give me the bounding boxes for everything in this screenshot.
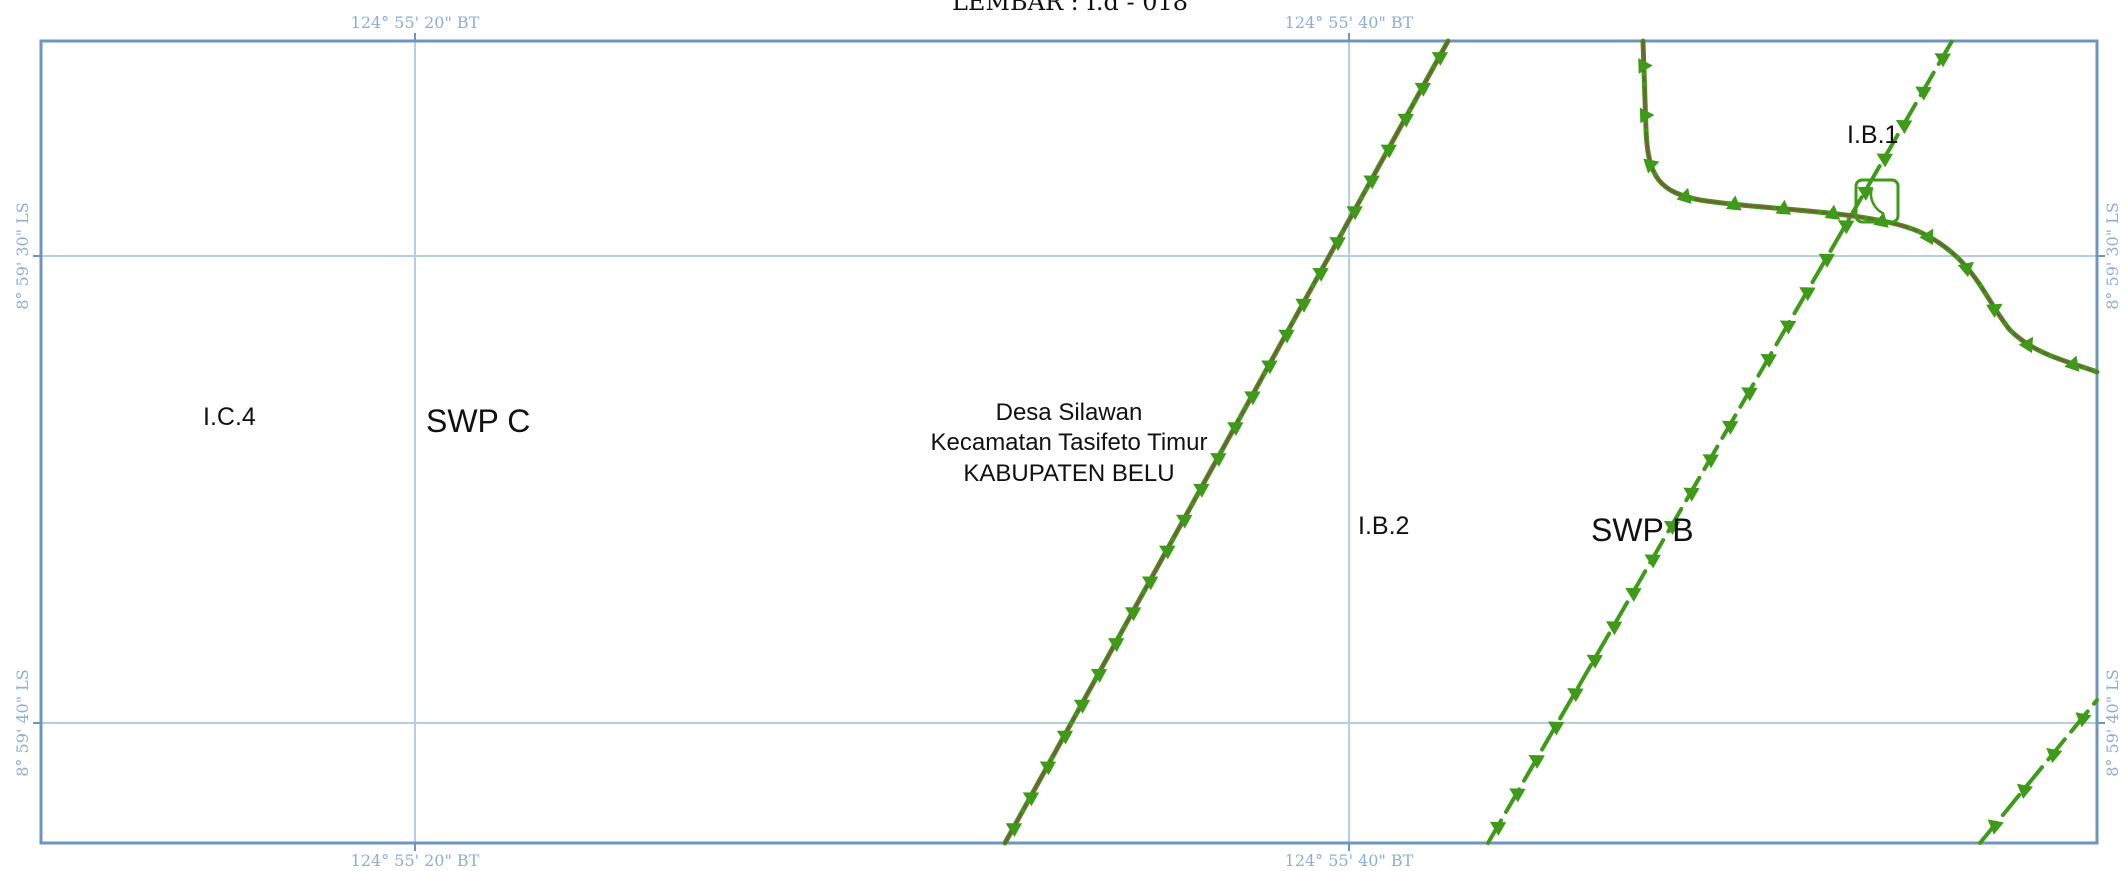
- label-ib1: I.B.1: [1847, 121, 1898, 149]
- curved-boundary-outer: [1640, 38, 2100, 375]
- curved-boundary: [1641, 39, 2099, 374]
- frame-ticks: [33, 33, 2105, 851]
- green-triangle-icon: [1779, 320, 1797, 335]
- label-ib2: I.B.2: [1358, 512, 1409, 540]
- green-triangle-icon: [1414, 82, 1431, 97]
- green-triangle-icon: [1380, 144, 1397, 159]
- green-triangle-icon: [1176, 514, 1193, 529]
- green-triangle-icon: [1159, 545, 1176, 560]
- green-triangle-icon: [1741, 387, 1758, 402]
- green-triangle-icon: [1873, 212, 1889, 228]
- district-boundary-corner: [1978, 698, 2099, 845]
- green-triangle-icon: [1431, 52, 1448, 66]
- green-triangle-icon: [1605, 621, 1623, 636]
- village-boundary-west: [1003, 39, 1450, 845]
- rounded-square-landmark-icon: [1854, 178, 1900, 224]
- label-desa: Desa Silawan: [996, 399, 1143, 426]
- label-kecamatan: Kecamatan Tasifeto Timur: [930, 429, 1207, 456]
- green-triangle-icon: [1567, 688, 1584, 703]
- label-swp-c: SWP C: [426, 403, 530, 439]
- coord-bottom-right: 124° 55' 40" BT: [1285, 851, 1414, 870]
- green-triangle-icon: [1799, 287, 1816, 302]
- coord-bottom-left: 124° 55' 20" BT: [351, 851, 480, 870]
- green-triangle-icon: [1295, 298, 1312, 313]
- green-triangle-icon: [1824, 204, 1841, 220]
- green-triangle-icon: [2064, 355, 2080, 372]
- green-triangle-icon: [1643, 158, 1660, 174]
- green-triangle-icon: [1124, 607, 1142, 622]
- green-triangle-icon: [1837, 220, 1855, 235]
- green-triangle-icon: [1638, 58, 1653, 74]
- green-triangle-icon: [1625, 587, 1642, 602]
- district-boundary-east: [1486, 39, 1954, 845]
- green-triangle-icon: [1857, 186, 1874, 201]
- green-triangle-icon: [1639, 107, 1655, 124]
- coord-right-lower: 8° 59' 40" LS: [2103, 669, 2122, 777]
- green-triangle-icon: [1915, 86, 1932, 101]
- map-labels: I.C.4 SWP C Desa Silawan Kecamatan Tasif…: [203, 121, 1898, 548]
- label-ic4: I.C.4: [203, 403, 256, 431]
- coord-left-lower: 8° 59' 40" LS: [13, 669, 32, 777]
- green-triangle-icon: [1193, 483, 1210, 498]
- green-triangle-icon: [1775, 199, 1792, 215]
- green-triangle-icon: [1210, 453, 1227, 467]
- green-triangle-icon: [1489, 821, 1507, 836]
- green-triangle-icon: [1056, 730, 1074, 745]
- coord-top-right: 124° 55' 40" BT: [1285, 13, 1414, 32]
- green-triangle-icon: [1261, 360, 1278, 375]
- green-triangle-icon: [1919, 228, 1934, 245]
- green-triangle-icon: [1986, 303, 2003, 318]
- green-triangle-icon: [2018, 336, 2033, 354]
- boundaries: [1002, 38, 2100, 846]
- green-triangle-icon: [1683, 487, 1700, 502]
- label-swp-b: SWP B: [1591, 512, 1694, 548]
- label-kabupaten: KABUPATEN BELU: [963, 460, 1174, 487]
- green-triangle-icon: [1397, 113, 1414, 128]
- green-triangle-icon: [1644, 554, 1661, 569]
- green-triangle-icon: [1934, 53, 1951, 68]
- green-triangle-icon: [1702, 454, 1719, 469]
- green-triangle-icon: [1107, 638, 1125, 652]
- green-triangle-icon: [2046, 747, 2063, 764]
- green-triangle-icon: [1363, 175, 1380, 190]
- green-triangle-icon: [1726, 195, 1742, 211]
- green-triangle-icon: [1721, 420, 1739, 435]
- green-triangle-icon: [1039, 761, 1057, 776]
- green-triangle-icon: [1818, 253, 1835, 268]
- green-triangle-icon: [1090, 669, 1108, 683]
- green-triangle-icon: [1528, 755, 1545, 769]
- green-triangle-icon: [1244, 391, 1261, 406]
- coord-right-upper: 8° 59' 30" LS: [2103, 202, 2122, 310]
- green-triangle-icon: [1312, 268, 1329, 282]
- green-triangle-icon: [1022, 792, 1040, 807]
- green-triangle-icon: [1876, 153, 1893, 168]
- green-triangle-icon: [2075, 712, 2092, 728]
- coordinate-labels: 124° 55' 20" BT 124° 55' 40" BT 124° 55'…: [13, 13, 2122, 870]
- green-triangle-icon: [1586, 654, 1603, 669]
- green-triangle-icon: [1957, 261, 1974, 278]
- green-triangle-icon: [1760, 354, 1777, 368]
- map-frame: [39, 39, 2099, 845]
- green-triangle-icon: [1895, 120, 1913, 134]
- green-triangle-icon: [1278, 329, 1295, 344]
- green-triangle-icon: [1509, 788, 1526, 803]
- boundary-markers: [1005, 52, 2092, 837]
- sheet-title: LEMBAR : I.d - 018: [952, 0, 1188, 16]
- green-triangle-icon: [1329, 237, 1346, 251]
- green-triangle-icon: [1073, 699, 1091, 714]
- green-triangle-icon: [1346, 206, 1363, 221]
- green-triangle-icon: [1005, 823, 1022, 837]
- green-triangle-icon: [1663, 521, 1681, 535]
- coord-top-left: 124° 55' 20" BT: [351, 13, 480, 32]
- green-triangle-icon: [1227, 422, 1244, 436]
- green-triangle-icon: [1676, 187, 1692, 204]
- green-triangle-icon: [1987, 819, 2004, 835]
- green-triangle-icon: [1141, 576, 1159, 591]
- coord-left-upper: 8° 59' 30" LS: [13, 202, 32, 310]
- green-triangle-icon: [1547, 721, 1565, 736]
- green-triangle-icon: [2016, 783, 2033, 799]
